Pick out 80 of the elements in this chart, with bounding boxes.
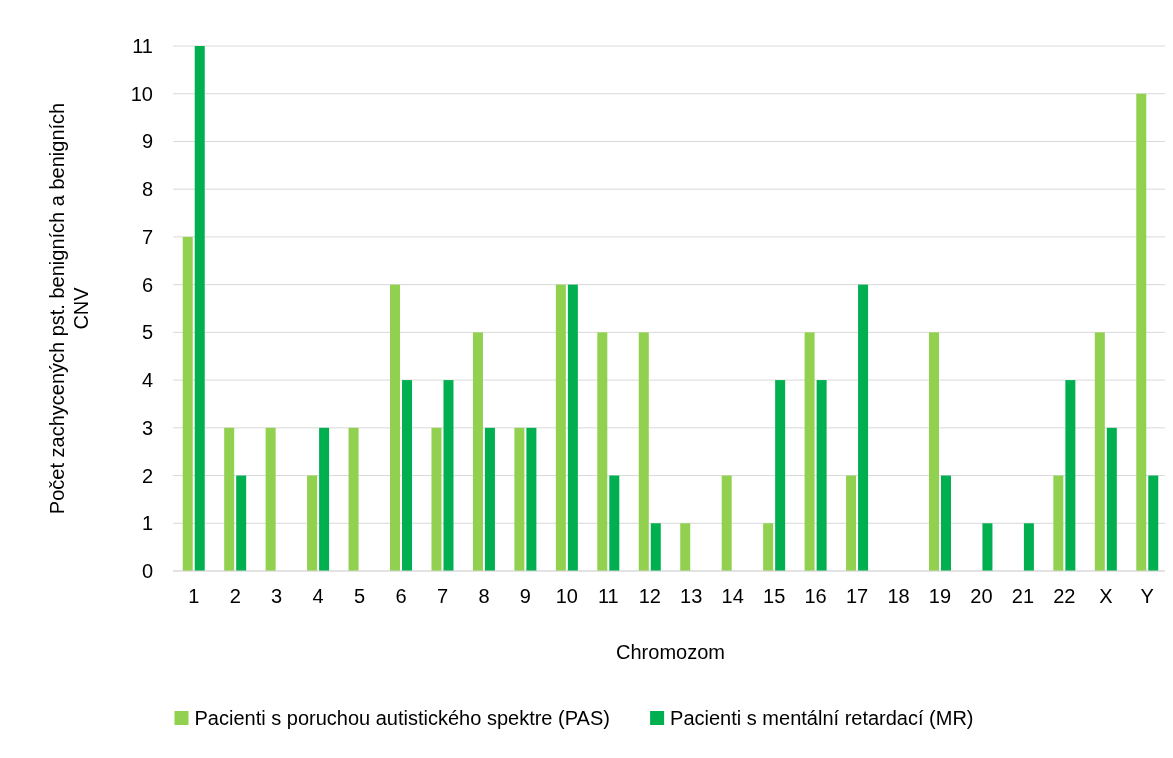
- y-tick-label: 7: [141, 225, 153, 248]
- bar: [319, 427, 330, 571]
- bar: [484, 427, 495, 571]
- bar: [804, 332, 815, 571]
- bar: [1148, 475, 1159, 571]
- x-tick-label: 9: [519, 585, 531, 607]
- x-tick-label: 8: [478, 585, 490, 607]
- bar: [763, 523, 774, 571]
- bar: [858, 284, 869, 571]
- bar: [431, 427, 442, 571]
- bar: [514, 427, 525, 571]
- x-tick-label: 20: [970, 585, 993, 607]
- x-tick-label: 2: [229, 585, 241, 607]
- bar: [1136, 93, 1147, 571]
- x-tick-label: 4: [312, 585, 324, 607]
- legend-label: Pacienti s poruchou autistického spektre (PAS): [194, 707, 610, 729]
- x-tick-label: 11: [597, 585, 619, 607]
- bar: [1106, 427, 1117, 571]
- x-tick-label: 22: [1053, 585, 1076, 607]
- y-tick-label: 6: [141, 273, 153, 296]
- bar: [982, 523, 993, 571]
- y-tick-label: 8: [141, 178, 153, 201]
- x-tick-label: 12: [638, 585, 661, 607]
- y-tick-label: 4: [141, 369, 153, 392]
- bar: [443, 380, 454, 571]
- bar: [182, 236, 193, 571]
- x-tick-label: 10: [555, 585, 578, 607]
- y-tick-label: 11: [132, 35, 153, 57]
- bar: [816, 380, 827, 571]
- bar: [680, 523, 691, 571]
- y-tick-label: 10: [130, 82, 153, 105]
- bar: [1053, 475, 1064, 571]
- y-tick-label: 0: [141, 560, 153, 582]
- bar: [928, 332, 939, 571]
- bar: [846, 475, 857, 571]
- y-tick-label: 1: [141, 512, 153, 535]
- bar: [567, 284, 578, 571]
- x-tick-label: 3: [271, 585, 283, 607]
- bar: [472, 332, 483, 571]
- x-tick-label: 1: [188, 585, 200, 607]
- bar: [1023, 523, 1034, 571]
- bar: [1094, 332, 1105, 571]
- bar: [555, 284, 566, 571]
- x-tick-label: 18: [887, 585, 910, 607]
- bar: [1065, 380, 1076, 571]
- bar: [402, 380, 413, 571]
- bar: [390, 284, 401, 571]
- x-tick-label: 19: [928, 585, 952, 607]
- bar: [775, 380, 786, 571]
- bar: [526, 427, 537, 571]
- x-tick-label: 15: [763, 585, 786, 607]
- bar: [940, 475, 951, 571]
- x-tick-label: 17: [845, 585, 869, 607]
- bar: [638, 332, 649, 571]
- bar: [194, 46, 205, 571]
- bar: [307, 475, 318, 571]
- bar: [265, 427, 276, 571]
- y-tick-label: 5: [141, 321, 153, 344]
- y-tick-label: 3: [141, 416, 153, 439]
- x-tick-label: 14: [721, 585, 744, 607]
- bar: [721, 475, 732, 571]
- legend-label: Pacienti s mentální retardací (MR): [670, 707, 974, 729]
- y-tick-label: 9: [141, 130, 153, 153]
- bar: [597, 332, 608, 571]
- bar: [224, 427, 235, 571]
- bar: [609, 475, 620, 571]
- x-tick-label: 13: [680, 585, 703, 607]
- x-tick-label: 6: [395, 585, 407, 607]
- bar: [348, 427, 359, 571]
- bar: [650, 523, 661, 571]
- y-tick-label: 2: [141, 464, 153, 487]
- x-axis-title: Chromozom: [616, 641, 725, 663]
- x-tick-label: 7: [436, 585, 449, 607]
- x-tick-label: 21: [1011, 585, 1035, 607]
- x-tick-label: X: [1099, 585, 1113, 607]
- x-tick-label: Y: [1140, 585, 1154, 607]
- x-tick-label: 16: [804, 585, 827, 607]
- y-axis-title: Počet zachycených pst. benigních a benigních CNV: [46, 102, 92, 515]
- bar: [236, 475, 247, 571]
- x-tick-label: 5: [354, 585, 366, 607]
